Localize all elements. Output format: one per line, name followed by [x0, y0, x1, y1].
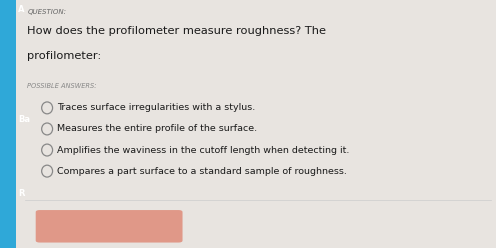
Text: How does the profilometer measure roughness? The: How does the profilometer measure roughn…: [27, 26, 326, 36]
Text: A: A: [18, 5, 25, 14]
Text: Submit Answer: Submit Answer: [85, 222, 153, 231]
Text: Measures the entire profile of the surface.: Measures the entire profile of the surfa…: [57, 124, 257, 133]
Text: Compares a part surface to a standard sample of roughness.: Compares a part surface to a standard sa…: [57, 167, 347, 176]
Text: Amplifies the waviness in the cutoff length when detecting it.: Amplifies the waviness in the cutoff len…: [57, 146, 349, 155]
FancyBboxPatch shape: [0, 0, 16, 248]
Text: POSSIBLE ANSWERS:: POSSIBLE ANSWERS:: [27, 83, 97, 89]
Text: R: R: [18, 189, 25, 198]
Text: Ba: Ba: [18, 115, 30, 124]
Text: profilometer:: profilometer:: [27, 51, 102, 61]
FancyBboxPatch shape: [36, 210, 183, 243]
Text: Traces surface irregularities with a stylus.: Traces surface irregularities with a sty…: [57, 103, 255, 112]
Text: QUESTION:: QUESTION:: [27, 9, 66, 15]
